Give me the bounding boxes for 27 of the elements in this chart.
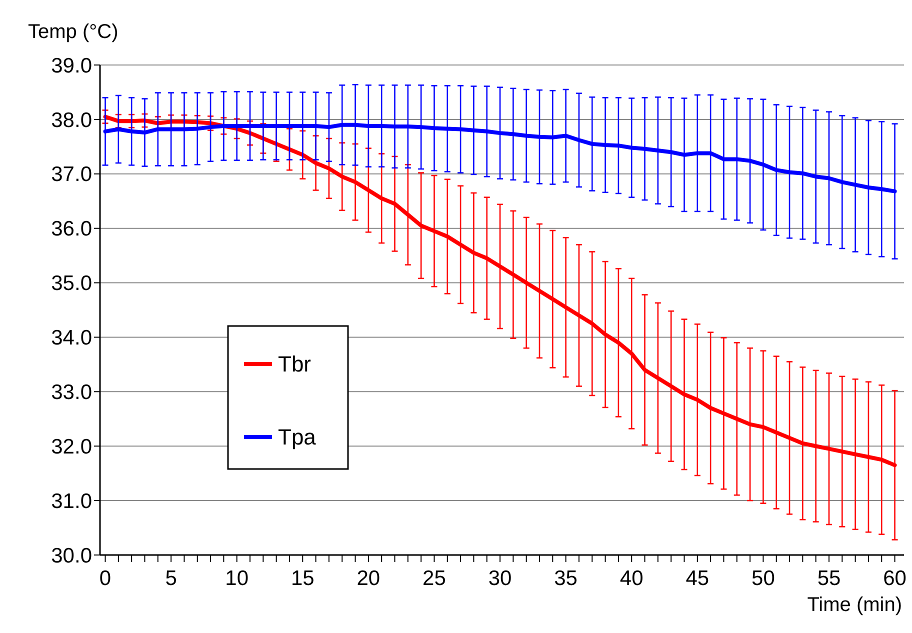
y-tick-label: 32.0 [51,435,92,458]
x-tick-label: 40 [620,567,644,590]
x-tick-label: 5 [165,567,177,590]
x-axis-title: Time (min) [807,594,902,616]
y-tick-label: 38.0 [51,108,92,132]
x-tick-label: 0 [99,567,112,590]
x-tick-label: 10 [225,567,249,590]
x-tick-label: 15 [290,567,314,590]
y-tick-label: 35.0 [51,272,92,296]
x-tick-label: 55 [817,567,841,590]
x-tick-label: 45 [686,567,710,590]
y-tick-label: 33.0 [51,381,92,404]
y-axis-title: Temp (°C) [28,21,118,43]
x-tick-label: 25 [422,567,446,590]
y-tick-label: 30.0 [51,544,92,568]
x-tick-label: 50 [752,567,775,590]
y-tick-label: 39.0 [51,54,92,78]
x-tick-label: 30 [488,567,512,590]
x-tick-label: 20 [356,567,380,590]
x-tick-label: 60 [883,567,906,590]
y-tick-label: 37.0 [51,163,92,186]
legend-label: Tbr [278,352,311,377]
x-tick-label: 35 [554,567,578,590]
legend-label: Tpa [278,424,317,450]
y-tick-label: 36.0 [51,218,92,241]
y-tick-label: 31.0 [51,490,92,513]
y-tick-label: 34.0 [51,326,92,350]
